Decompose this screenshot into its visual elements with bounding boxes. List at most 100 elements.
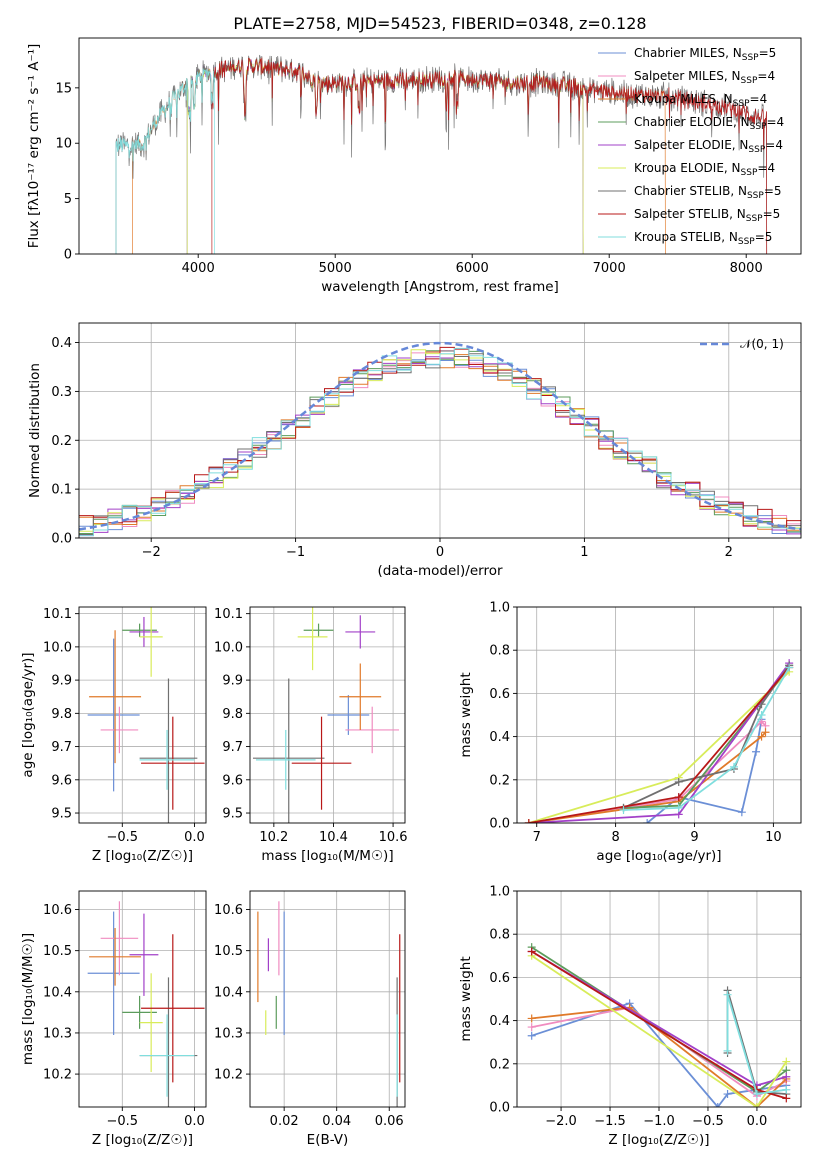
x-tick-label: −1 [286, 545, 305, 560]
y-tick-label: 10.3 [43, 1026, 72, 1041]
x-tick-label: 0.06 [375, 1114, 404, 1129]
x-tick-label: −0.5 [692, 1114, 724, 1129]
weight-marker [785, 663, 794, 672]
weight-marker [674, 803, 683, 812]
panel-spectrum: 4000 5000 6000 7000 8000 0 5 10 15 wavelength [An… [26, 37, 802, 295]
x-tick-label: 10.6 [379, 830, 408, 845]
weight-marker [674, 777, 683, 786]
weight-marker [619, 806, 628, 815]
figure-title: PLATE=2758, MJD=54523, FIBERID=0348, z=0… [233, 14, 646, 33]
spectrum-line [115, 68, 215, 254]
x-tick-label: 10.4 [319, 830, 348, 845]
x-tick-label: 0.0 [184, 1114, 205, 1129]
legend-label: Salpeter STELIB, NSSP=5 [634, 207, 780, 224]
x-tick-label: 9 [690, 830, 698, 845]
x-tick-label: 10.2 [259, 830, 288, 845]
y-tick-label: 0.2 [489, 773, 510, 788]
legend-label: Chabrier STELIB, NSSP=5 [634, 184, 782, 201]
x-tick-label: 6000 [456, 261, 489, 276]
x-axis-label: E(B-V) [307, 1132, 349, 1148]
x-tick-label: 0.02 [270, 1114, 299, 1129]
legend-label: 𝒩(0, 1) [740, 337, 784, 351]
legend-label: Kroupa MILES, NSSP=4 [634, 92, 767, 109]
y-tick-label: 10.5 [43, 944, 72, 959]
y-tick-label: 10 [55, 137, 72, 152]
weight-marker [782, 1057, 791, 1066]
plot-area-age_vs_Z [87, 607, 205, 823]
panel-mass_vs_Z: −0.5 0.0 10.2 10.3 10.4 10.5 10.6 Z [log₁₀(Z/Z☉… [20, 890, 207, 1148]
plot-area-mass_weight_vs_age [524, 659, 794, 823]
legend-label: Kroupa ELODIE, NSSP=4 [634, 161, 775, 178]
y-tick-label: 10.1 [43, 607, 72, 622]
axes-frame [249, 606, 406, 824]
x-tick-label: 0.04 [322, 1114, 351, 1129]
x-tick-label: −1.0 [643, 1114, 675, 1129]
y-tick-label: 9.5 [222, 807, 243, 822]
y-tick-label: 0.0 [51, 532, 72, 547]
x-tick-label: −2.0 [545, 1114, 577, 1129]
y-axis-label: age [log₁₀(age/yr)] [20, 652, 36, 777]
axes-frame [78, 890, 207, 1108]
y-tick-label: 9.9 [51, 674, 72, 689]
y-tick-label: 10.0 [43, 640, 72, 655]
y-tick-label: 0.4 [51, 336, 72, 351]
panel-age_vs_mass: 10.2 10.4 10.6 9.5 9.6 9.7 9.8 9.9 10.0 10.1 mass … [214, 606, 408, 864]
weight-marker [757, 711, 766, 719]
y-tick-label: 10.2 [214, 1068, 243, 1083]
y-axis-label: Flux [fλ10⁻¹⁷ erg cm⁻² s⁻¹ A⁻¹] [26, 44, 42, 249]
y-tick-label: 9.6 [222, 773, 243, 788]
y-tick-label: 0.4 [489, 1014, 510, 1029]
weight-line [646, 719, 763, 823]
weight-line [528, 731, 767, 823]
y-tick-label: 0.1 [51, 483, 72, 498]
axes-frame [78, 37, 802, 255]
x-tick-label: 8000 [730, 261, 763, 276]
plot-area-mass_vs_Z [87, 901, 205, 1107]
y-tick-label: 0.2 [51, 434, 72, 449]
x-tick-label: 10 [765, 830, 782, 845]
x-axis-label: age [log₁₀(age/yr)] [596, 848, 721, 864]
weight-marker [757, 732, 766, 741]
x-tick-label: −1.5 [594, 1114, 626, 1129]
y-tick-label: 15 [55, 81, 72, 96]
y-tick-label: 9.7 [51, 740, 72, 755]
y-tick-label: 0.0 [489, 1101, 510, 1116]
histogram-kroupa-stelib [79, 347, 801, 537]
x-tick-label: 7000 [593, 261, 626, 276]
y-tick-label: 0.6 [489, 687, 510, 702]
y-tick-label: 10.3 [214, 1026, 243, 1041]
weight-marker [761, 728, 770, 737]
weight-marker [737, 808, 746, 817]
panel-mass_weight_vs_Z: −2.0 −1.5 −1.0 −0.5 0.0 0.0 0.2 0.4 0.6 0.8 1.0 Z [… [458, 885, 802, 1148]
y-tick-label: 0.8 [489, 928, 510, 943]
weight-line [528, 720, 767, 823]
plot-area-residuals [79, 341, 801, 537]
y-tick-label: 0 [64, 248, 72, 263]
y-tick-label: 9.7 [222, 740, 243, 755]
x-tick-label: 1 [580, 545, 588, 560]
y-tick-label: 10.1 [214, 607, 243, 622]
x-tick-label: 0 [436, 545, 444, 560]
weight-marker [527, 947, 536, 956]
plot-area-mass_weight_vs_Z [527, 943, 791, 1107]
y-axis-label: Normed distribution [27, 363, 43, 498]
spectrum-legend: Chabrier MILES, NSSP=5 Salpeter MILES, NS… [598, 46, 784, 247]
panel-age_vs_Z: −0.5 0.0 9.5 9.6 9.7 9.8 9.9 10.0 10.1 Z [log₁₀(Z… [20, 606, 207, 864]
plot-area-spectrum [115, 54, 768, 254]
y-tick-label: 5 [64, 192, 72, 207]
x-axis-label: mass [log₁₀(M/M☉)] [261, 848, 393, 864]
y-tick-label: 10.0 [214, 640, 243, 655]
weight-marker [524, 819, 533, 823]
y-tick-label: 1.0 [489, 885, 510, 900]
x-tick-label: 0.0 [747, 1114, 768, 1129]
x-tick-label: 5000 [319, 261, 352, 276]
y-tick-label: 1.0 [489, 601, 510, 616]
legend-label: Salpeter MILES, NSSP=4 [634, 69, 775, 86]
weight-marker [752, 1103, 761, 1107]
y-axis-label: mass weight [458, 956, 474, 1041]
x-tick-label: 7 [533, 830, 541, 845]
y-tick-label: 10.2 [43, 1068, 72, 1083]
y-tick-label: 10.5 [214, 944, 243, 959]
y-tick-label: 0.4 [489, 730, 510, 745]
